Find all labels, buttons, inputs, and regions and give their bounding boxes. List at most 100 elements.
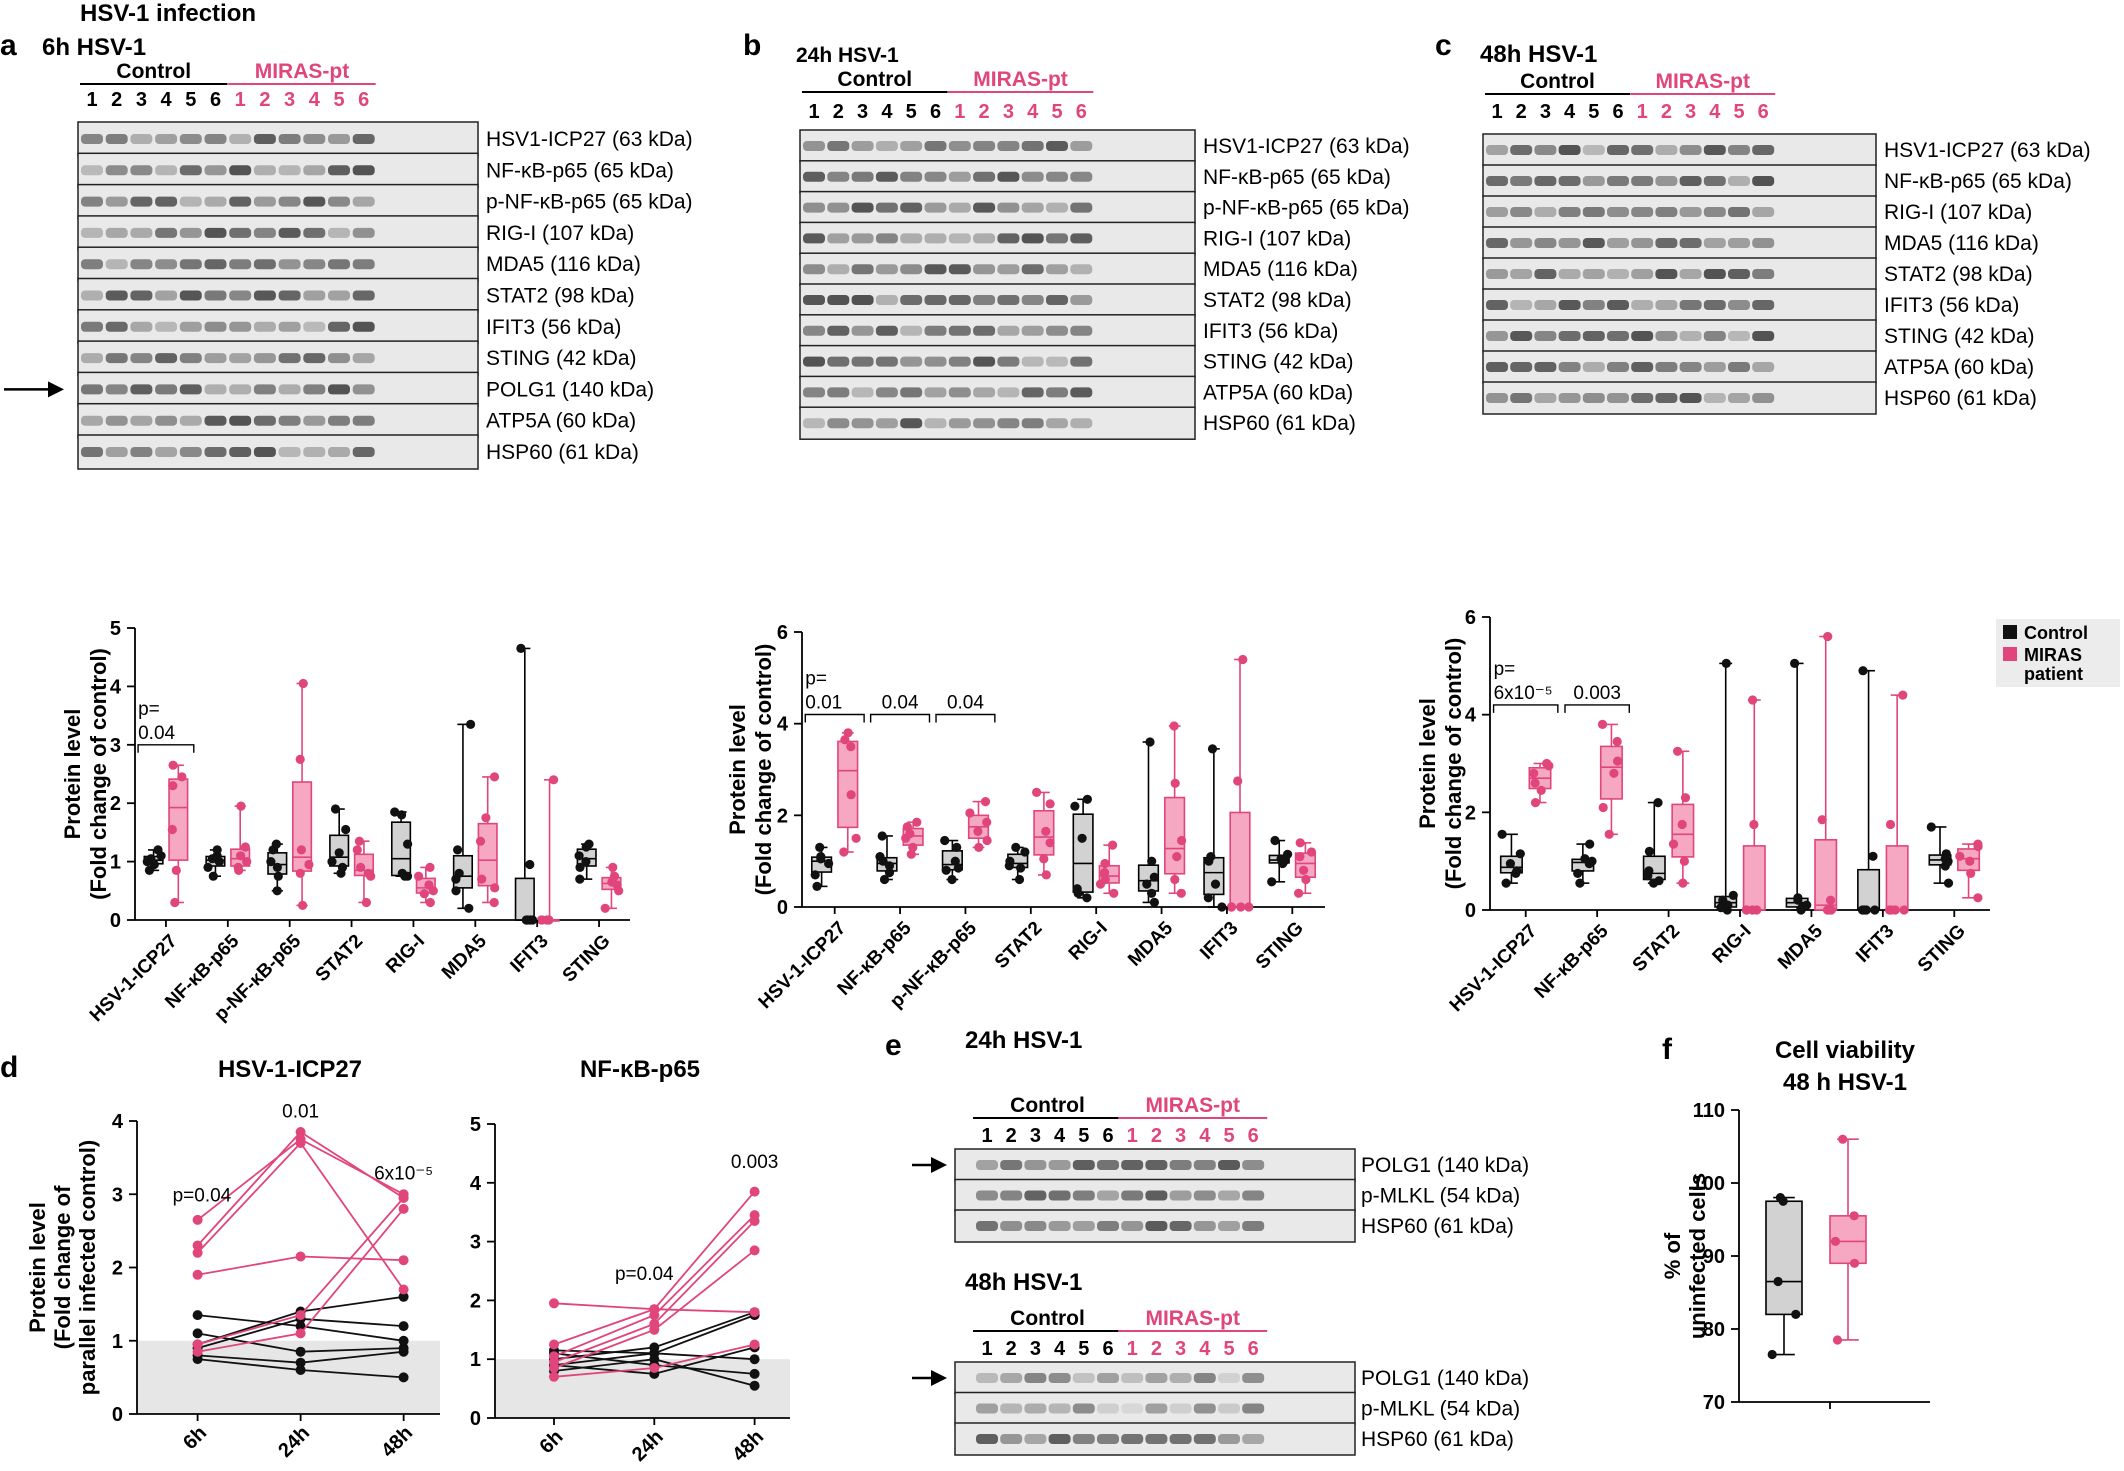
blot-strip: [799, 406, 1196, 440]
blot-band: [851, 202, 874, 213]
blot-band: [1679, 331, 1702, 341]
data-point: [1295, 838, 1305, 848]
data-point: [1041, 826, 1051, 837]
x-tick-label: 48h: [377, 1422, 417, 1462]
blot-band: [1582, 331, 1605, 341]
blot-band: [303, 321, 326, 332]
blot-strip: [1482, 133, 1877, 167]
blot-band: [204, 447, 227, 457]
data-point: [428, 886, 438, 896]
blot-band: [253, 196, 276, 207]
blot-band: [253, 321, 276, 332]
blot-band-label: p-MLKL (54 kDa): [1361, 1185, 1520, 1208]
blot-band: [328, 196, 350, 207]
data-point: [982, 817, 992, 827]
data-point: [1718, 895, 1728, 905]
data-point-control: [749, 1380, 760, 1391]
blot-band-label: p-MLKL (54 kDa): [1361, 1398, 1520, 1421]
blot-band: [1169, 1373, 1192, 1383]
blot-band: [973, 141, 996, 151]
blot-band: [1048, 1434, 1071, 1444]
blot-band: [1121, 1190, 1144, 1201]
blot-band: [997, 356, 1020, 367]
data-point: [481, 813, 491, 823]
box-element: [327, 804, 351, 878]
data-point: [304, 859, 314, 870]
blot-band: [924, 325, 947, 336]
box-element: [1203, 744, 1227, 912]
data-point: [1176, 888, 1186, 898]
box-chart-a: 0 1 2 3 4 5 Protein level (Fold change of contr…: [60, 618, 630, 1026]
blot-band: [253, 353, 276, 364]
blot-band: [1607, 176, 1629, 186]
blot-band: [948, 418, 971, 429]
data-point-patient: [398, 1284, 409, 1295]
significance-bracket: [1492, 704, 1559, 713]
blot-band-label: IFIT3 (56 kDa): [486, 316, 621, 339]
data-point: [815, 842, 825, 853]
lane-number: 3: [1030, 1338, 1041, 1360]
blot-band: [1145, 1434, 1168, 1444]
x-tick-label: MDA5: [438, 930, 491, 983]
blot-band-label: IFIT3 (56 kDa): [1884, 294, 2019, 317]
blot-band: [1703, 393, 1726, 403]
data-point-patient: [749, 1186, 760, 1197]
data-point-patient: [295, 1310, 306, 1321]
y-tick-label: 4: [1465, 705, 1477, 727]
blot-band: [204, 227, 227, 238]
blot-band: [997, 171, 1020, 182]
blot-band: [875, 387, 898, 398]
box-element: [965, 797, 992, 853]
lane-number: 5: [1733, 101, 1744, 123]
control-group-label: Control: [1010, 1307, 1085, 1330]
blot-strip: [1482, 381, 1877, 415]
y-tick-label: 3: [112, 1184, 123, 1206]
blot-band: [827, 325, 850, 336]
y-tick-label: 3: [470, 1232, 481, 1254]
blot-band: [81, 290, 103, 301]
blot-band: [105, 447, 128, 457]
blot-band: [976, 1434, 998, 1444]
data-point-control: [192, 1328, 203, 1339]
data-point: [451, 874, 461, 884]
blot-band: [1655, 331, 1678, 341]
lane-number: 4: [1027, 101, 1039, 123]
blot-band: [851, 141, 874, 151]
blot-band: [948, 171, 971, 182]
significance-bracket: [1564, 704, 1630, 713]
data-point: [212, 845, 222, 855]
blot-band: [179, 415, 202, 426]
blot-band: [179, 321, 202, 332]
blot-band: [1097, 1373, 1119, 1383]
data-point: [812, 881, 822, 892]
blot-band: [1145, 1373, 1168, 1383]
box-element: [1571, 839, 1597, 888]
y-axis-label: Protein level: [60, 709, 85, 840]
box-element: [390, 807, 413, 881]
blot-band: [924, 202, 947, 213]
data-point: [575, 874, 585, 884]
blot-band: [1145, 1160, 1168, 1170]
box-element: [1597, 719, 1623, 839]
blot-band: [1728, 331, 1750, 341]
x-tick-label: RIG-I: [1065, 918, 1112, 965]
blot-band: [328, 415, 350, 426]
data-point: [905, 829, 915, 839]
p-value-label: 0.04: [138, 723, 175, 744]
blot-band: [229, 290, 252, 301]
significance-bracket: [137, 744, 195, 753]
paired-line-chart-d: 0 1 2 3 4 HSV-1-ICP27 Protein level (Fold chang…: [25, 1056, 440, 1462]
blot-band: [900, 387, 923, 398]
y-tick-label: 2: [777, 805, 788, 827]
blot-band: [827, 141, 850, 151]
box-iqr: [1229, 811, 1251, 908]
blot-band: [1728, 300, 1750, 310]
box-element: [940, 835, 963, 885]
blot-band: [229, 353, 252, 364]
data-point-patient: [398, 1192, 409, 1203]
blot-band: [1558, 176, 1581, 186]
data-point: [1609, 768, 1619, 778]
arrow-head: [48, 381, 64, 398]
blot-band: [1534, 331, 1557, 341]
blot-band: [1534, 393, 1557, 403]
